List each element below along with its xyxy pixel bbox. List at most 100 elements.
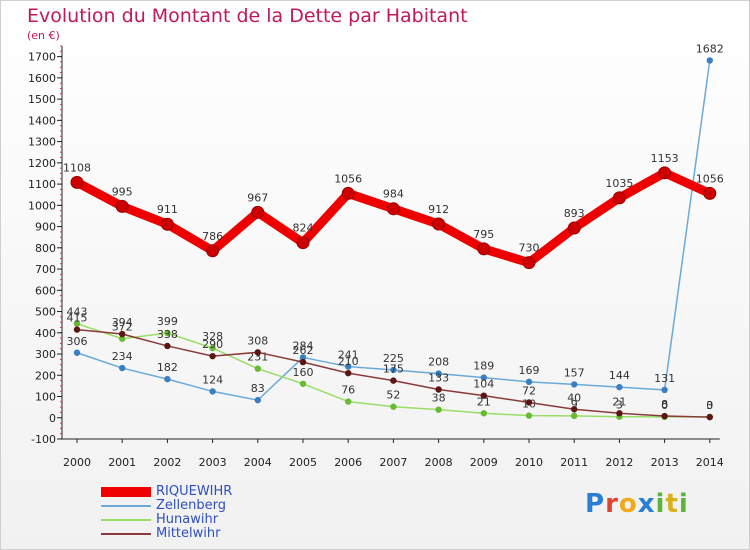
data-point xyxy=(164,375,171,383)
data-point xyxy=(435,370,442,377)
legend-item: Mittelwihr xyxy=(101,526,341,541)
x-tick-label: 2006 xyxy=(334,456,362,469)
x-tick-label: 2005 xyxy=(289,456,317,469)
data-point xyxy=(480,410,487,417)
data-label: 9 xyxy=(571,398,578,411)
data-label: 21 xyxy=(477,395,491,408)
logo-letter: o xyxy=(618,489,638,519)
data-label: 160 xyxy=(293,366,314,379)
data-point xyxy=(70,175,84,189)
data-point xyxy=(477,242,491,256)
data-point xyxy=(119,364,126,372)
y-tick-label: 1100 xyxy=(28,178,56,191)
data-point xyxy=(164,329,171,337)
data-label: 241 xyxy=(338,349,359,362)
logo-letter: i xyxy=(678,489,689,519)
data-point xyxy=(386,202,400,216)
data-label: 1035 xyxy=(605,177,633,190)
data-point xyxy=(296,236,310,250)
data-point xyxy=(209,352,216,360)
y-tick-label: 700 xyxy=(35,263,56,276)
y-tick-label: 1400 xyxy=(28,114,56,127)
y-tick-label: 1700 xyxy=(28,51,56,64)
data-point xyxy=(73,320,81,327)
data-label: 182 xyxy=(157,361,178,374)
data-label: 76 xyxy=(341,384,355,397)
data-label: 730 xyxy=(519,242,540,255)
data-label: 893 xyxy=(564,207,585,220)
data-point xyxy=(435,386,442,393)
data-point xyxy=(658,166,672,180)
data-label: 83 xyxy=(251,382,265,395)
x-tick-label: 2002 xyxy=(153,456,181,469)
data-point xyxy=(571,412,578,420)
data-point xyxy=(206,244,220,258)
data-label: 290 xyxy=(202,338,223,351)
data-point xyxy=(612,191,626,205)
legend-swatch xyxy=(101,519,151,521)
x-tick-label: 2008 xyxy=(425,456,453,469)
data-point xyxy=(525,399,533,406)
data-point xyxy=(525,378,533,386)
data-point xyxy=(706,57,713,64)
data-label: 3 xyxy=(616,399,623,412)
data-point xyxy=(567,221,581,235)
y-tick-label: 1300 xyxy=(28,136,56,149)
legend-item: Hunawihr xyxy=(101,512,341,527)
data-label: 3 xyxy=(706,399,713,412)
data-label: 443 xyxy=(67,306,88,319)
data-label: 21 xyxy=(612,395,626,408)
x-tick-label: 2011 xyxy=(560,456,588,469)
data-label: 1056 xyxy=(334,172,362,185)
data-point xyxy=(661,412,668,420)
data-label: 795 xyxy=(473,228,494,241)
data-point xyxy=(432,217,446,231)
data-point xyxy=(119,330,126,338)
data-point xyxy=(390,366,397,374)
y-tick-label: 600 xyxy=(35,284,56,297)
legend-label: RIQUEWIHR xyxy=(156,484,233,499)
data-point xyxy=(345,369,352,377)
legend-swatch xyxy=(101,533,151,535)
data-point xyxy=(209,344,216,352)
data-point xyxy=(706,413,713,421)
data-label: 169 xyxy=(519,364,540,377)
data-label: 912 xyxy=(428,203,449,216)
x-tick-label: 2009 xyxy=(470,456,498,469)
legend-item: Zellenberg xyxy=(101,498,341,513)
data-point xyxy=(254,365,261,372)
data-label: 40 xyxy=(567,391,581,404)
legend-swatch xyxy=(101,487,151,497)
data-label: 72 xyxy=(522,384,536,397)
data-point xyxy=(299,358,307,366)
x-tick-label: 2012 xyxy=(605,456,633,469)
y-tick-label: 1000 xyxy=(28,199,56,212)
data-label: 308 xyxy=(247,334,268,347)
data-label: 133 xyxy=(428,372,449,385)
data-label: 824 xyxy=(293,222,314,235)
chart-title: Evolution du Montant de la Dette par Hab… xyxy=(27,5,468,27)
data-point xyxy=(390,403,397,410)
data-label: 911 xyxy=(157,203,178,216)
data-label: 52 xyxy=(386,389,400,402)
y-tick-label: 1200 xyxy=(28,157,56,170)
data-label: 208 xyxy=(428,356,449,369)
data-point xyxy=(299,380,307,387)
data-point xyxy=(345,398,352,405)
data-label: 262 xyxy=(293,344,314,357)
data-point xyxy=(571,381,578,388)
data-label: 786 xyxy=(202,230,223,243)
y-tick-label: 500 xyxy=(35,306,56,319)
data-label: 225 xyxy=(383,352,404,365)
data-label: 372 xyxy=(112,321,133,334)
y-tick-label: 400 xyxy=(35,327,56,340)
x-tick-label: 2004 xyxy=(244,456,272,469)
data-point xyxy=(254,396,261,404)
data-point xyxy=(299,354,307,361)
data-label: 328 xyxy=(202,330,223,343)
x-tick-label: 2001 xyxy=(108,456,136,469)
data-point xyxy=(115,199,129,213)
data-point xyxy=(435,406,442,413)
data-point xyxy=(160,217,174,231)
